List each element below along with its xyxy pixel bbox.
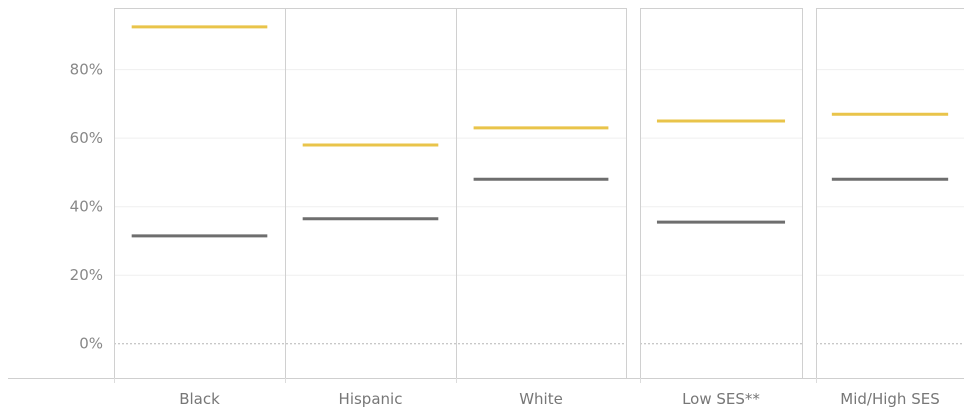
x-axis: Black Hispanic White Low SES** Mid/High SES [114, 378, 940, 408]
y-tick-label-60: 60% [70, 129, 103, 147]
category-label-3: Low SES** [682, 390, 760, 408]
group-panes [114, 8, 964, 378]
category-label-2: White [519, 390, 563, 408]
category-label-4: Mid/High SES [840, 390, 939, 408]
y-tick-label-40: 40% [70, 198, 103, 216]
y-tick-label-0: 0% [79, 335, 103, 353]
y-tick-label-20: 20% [70, 266, 103, 284]
category-label-1: Hispanic [339, 390, 403, 408]
category-label-0: Black [179, 390, 220, 408]
y-axis: 0% 20% 40% 60% 80% [8, 61, 964, 379]
series-marks [131, 25, 949, 238]
y-tick-label-80: 80% [70, 61, 103, 79]
gridlines [114, 69, 964, 276]
